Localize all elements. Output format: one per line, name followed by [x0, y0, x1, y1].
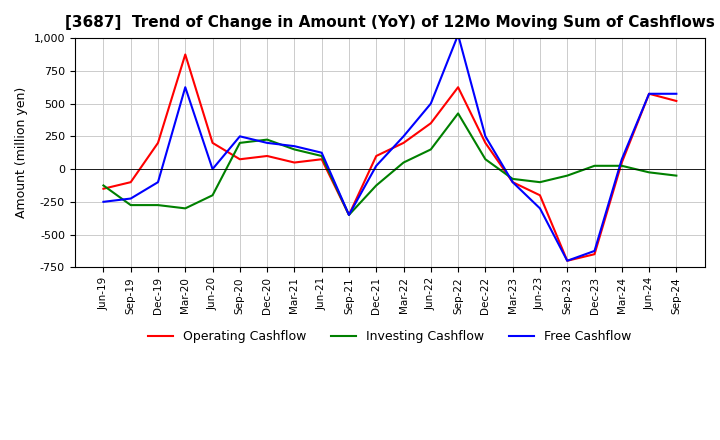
Investing Cashflow [644, 170, 653, 175]
Free Cashflow [263, 140, 271, 146]
Operating Cashflow [345, 212, 354, 217]
Line: Free Cashflow: Free Cashflow [104, 35, 676, 261]
Operating Cashflow [153, 140, 162, 146]
Free Cashflow [99, 199, 108, 205]
Investing Cashflow [153, 202, 162, 208]
Free Cashflow [208, 166, 217, 172]
Operating Cashflow [372, 154, 381, 159]
Free Cashflow [426, 101, 435, 106]
Free Cashflow [454, 32, 462, 37]
Free Cashflow [372, 163, 381, 169]
Legend: Operating Cashflow, Investing Cashflow, Free Cashflow: Operating Cashflow, Investing Cashflow, … [143, 325, 636, 348]
Free Cashflow [235, 134, 244, 139]
Investing Cashflow [208, 193, 217, 198]
Operating Cashflow [399, 140, 408, 146]
Operating Cashflow [127, 180, 135, 185]
Free Cashflow [153, 180, 162, 185]
Free Cashflow [399, 134, 408, 139]
Line: Investing Cashflow: Investing Cashflow [104, 114, 676, 215]
Investing Cashflow [618, 163, 626, 169]
Operating Cashflow [644, 91, 653, 96]
Operating Cashflow [454, 84, 462, 90]
Free Cashflow [644, 91, 653, 96]
Investing Cashflow [399, 160, 408, 165]
Operating Cashflow [318, 157, 326, 162]
Operating Cashflow [563, 258, 572, 264]
Operating Cashflow [99, 186, 108, 191]
Operating Cashflow [508, 180, 517, 185]
Investing Cashflow [536, 180, 544, 185]
Investing Cashflow [563, 173, 572, 178]
Operating Cashflow [481, 140, 490, 146]
Investing Cashflow [290, 147, 299, 152]
Investing Cashflow [181, 206, 189, 211]
Operating Cashflow [181, 52, 189, 57]
Title: [3687]  Trend of Change in Amount (YoY) of 12Mo Moving Sum of Cashflows: [3687] Trend of Change in Amount (YoY) o… [65, 15, 715, 30]
Investing Cashflow [590, 163, 599, 169]
Line: Operating Cashflow: Operating Cashflow [104, 55, 676, 261]
Free Cashflow [290, 143, 299, 149]
Investing Cashflow [481, 157, 490, 162]
Free Cashflow [672, 91, 680, 96]
Free Cashflow [345, 212, 354, 217]
Investing Cashflow [426, 147, 435, 152]
Operating Cashflow [536, 193, 544, 198]
Free Cashflow [127, 196, 135, 201]
Free Cashflow [181, 84, 189, 90]
Operating Cashflow [590, 252, 599, 257]
Operating Cashflow [426, 121, 435, 126]
Operating Cashflow [290, 160, 299, 165]
Investing Cashflow [672, 173, 680, 178]
Free Cashflow [508, 180, 517, 185]
Y-axis label: Amount (million yen): Amount (million yen) [15, 87, 28, 218]
Free Cashflow [481, 134, 490, 139]
Investing Cashflow [372, 183, 381, 188]
Operating Cashflow [618, 160, 626, 165]
Investing Cashflow [454, 111, 462, 116]
Operating Cashflow [235, 157, 244, 162]
Operating Cashflow [263, 154, 271, 159]
Free Cashflow [536, 206, 544, 211]
Free Cashflow [563, 258, 572, 264]
Investing Cashflow [318, 154, 326, 159]
Investing Cashflow [99, 183, 108, 188]
Investing Cashflow [127, 202, 135, 208]
Free Cashflow [590, 248, 599, 253]
Investing Cashflow [263, 137, 271, 142]
Investing Cashflow [508, 176, 517, 182]
Operating Cashflow [208, 140, 217, 146]
Investing Cashflow [345, 212, 354, 217]
Investing Cashflow [235, 140, 244, 146]
Operating Cashflow [672, 98, 680, 103]
Free Cashflow [318, 150, 326, 155]
Free Cashflow [618, 157, 626, 162]
